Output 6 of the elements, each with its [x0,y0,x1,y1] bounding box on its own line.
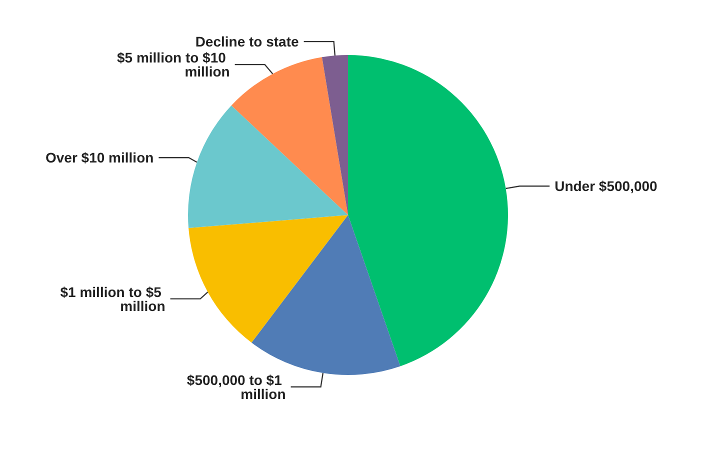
slice-label: Over $10 million [46,150,154,166]
slice-label: $500,000 to $1 million [186,372,286,402]
slice-label: Under $500,000 [554,178,658,194]
slice-label: $1 million to $5 million [60,284,166,314]
slice-label: $5 million to $10 million [116,50,230,80]
slice-label: Decline to state [195,34,300,50]
